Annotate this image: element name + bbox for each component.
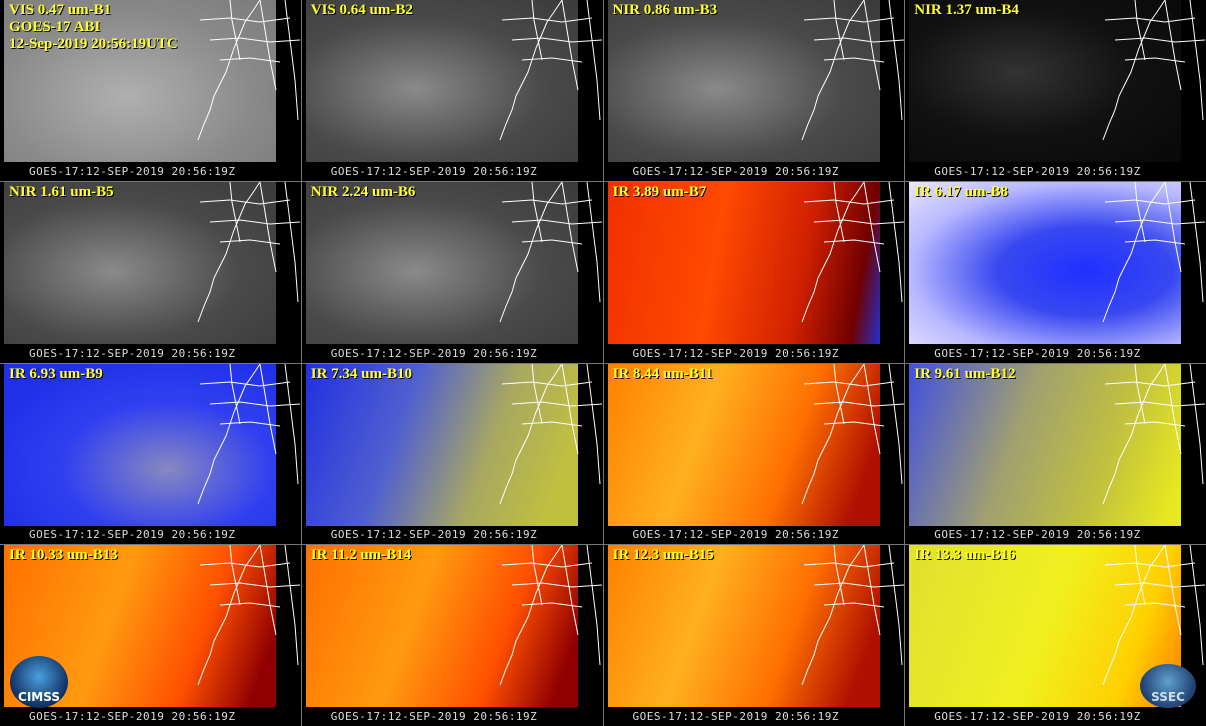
coastline-overlay xyxy=(1102,181,1206,322)
coastline-overlay xyxy=(1102,545,1206,686)
coastline-overlay xyxy=(801,545,904,686)
band-label: IR 12.3 um-B15 xyxy=(613,547,714,564)
ssec-logo: SSEC xyxy=(1140,664,1196,708)
band-label: IR 6.93 um-B9 xyxy=(9,366,103,383)
band-name: NIR 1.61 um-B5 xyxy=(9,183,114,200)
coastline-overlay xyxy=(499,545,602,686)
coastline-overlay xyxy=(1102,0,1206,141)
coastline-overlay xyxy=(801,363,904,504)
band-label: IR 13.3 um-B16 xyxy=(914,547,1015,564)
panel-footer: GOES-17:12-SEP-2019 20:56:19Z xyxy=(29,528,236,542)
panel: VIS 0.64 um-B2 GOES-17:12-SEP-2019 20:56:… xyxy=(301,0,603,181)
coastline-overlay xyxy=(801,181,904,322)
panel: IR 12.3 um-B15 GOES-17:12-SEP-2019 20:56:… xyxy=(603,545,905,726)
band-label: NIR 1.37 um-B4 xyxy=(914,2,1019,19)
panel-footer: GOES-17:12-SEP-2019 20:56:19Z xyxy=(934,346,1141,360)
panel: IR 6.17 um-B8 GOES-17:12-SEP-2019 20:56:1… xyxy=(905,181,1206,363)
band-name: IR 11.2 um-B14 xyxy=(310,547,412,564)
band-label: IR 7.34 um-B10 xyxy=(311,366,412,383)
panel: IR 7.34 um-B10 GOES-17:12-SEP-2019 20:56:… xyxy=(301,363,603,545)
band-name: IR 8.44 um-B11 xyxy=(612,365,713,382)
panel-footer: GOES-17:12-SEP-2019 20:56:19Z xyxy=(330,710,538,723)
coastline-overlay xyxy=(499,181,602,322)
band-name: IR 6.93 um-B9 xyxy=(9,365,103,382)
band-name: IR 6.17 um-B8 xyxy=(914,183,1009,200)
panel-footer: GOES-17:12-SEP-2019 20:56:19Z xyxy=(934,710,1141,723)
satellite-image xyxy=(305,0,578,162)
satellite-image xyxy=(305,545,578,708)
band-name: NIR 2.24 um-B6 xyxy=(310,183,416,200)
coastline-overlay xyxy=(197,545,301,686)
satellite-image xyxy=(4,0,276,162)
panel-footer: GOES-17:12-SEP-2019 20:56:19Z xyxy=(632,346,840,360)
band-name: VIS 0.47 um-B1 xyxy=(9,2,112,18)
panel-footer: GOES-17:12-SEP-2019 20:56:19Z xyxy=(29,346,236,360)
band-label: NIR 0.86 um-B3 xyxy=(613,2,718,19)
band-label: NIR 1.61 um-B5 xyxy=(9,184,114,201)
band-label: IR 3.89 um-B7 xyxy=(613,184,707,201)
panel-footer: GOES-17:12-SEP-2019 20:56:19Z xyxy=(632,710,840,723)
satellite-image xyxy=(607,363,880,526)
band-label: IR 10.33 um-B13 xyxy=(9,547,118,564)
panel: IR 3.89 um-B7 GOES-17:12-SEP-2019 20:56:1… xyxy=(603,181,905,363)
satellite-image xyxy=(607,0,880,162)
coastline-overlay xyxy=(801,0,904,141)
band-name: IR 12.3 um-B15 xyxy=(612,547,714,564)
panel-footer: GOES-17:12-SEP-2019 20:56:19Z xyxy=(632,528,840,542)
image-timestamp: 12-Sep-2019 20:56:19UTC xyxy=(9,36,178,52)
panel: NIR 0.86 um-B3 GOES-17:12-SEP-2019 20:56:… xyxy=(603,0,905,181)
panel-footer: GOES-17:12-SEP-2019 20:56:19Z xyxy=(330,164,538,178)
coastline-overlay xyxy=(499,363,602,504)
band-name: IR 9.61 um-B12 xyxy=(914,365,1016,382)
satellite-image xyxy=(305,181,578,344)
band-name: VIS 0.64 um-B2 xyxy=(310,2,413,18)
coastline-overlay xyxy=(1102,363,1206,504)
band-label: IR 6.17 um-B8 xyxy=(914,184,1008,201)
coastline-overlay xyxy=(197,363,301,504)
cimss-logo: CIMSS xyxy=(10,656,68,708)
satellite-image xyxy=(607,181,880,344)
panel: NIR 2.24 um-B6 GOES-17:12-SEP-2019 20:56:… xyxy=(301,181,603,363)
coastline-overlay xyxy=(197,181,301,322)
band-name: IR 3.89 um-B7 xyxy=(612,183,707,200)
band-name: IR 13.3 um-B16 xyxy=(914,547,1016,564)
panel-footer: GOES-17:12-SEP-2019 20:56:19Z xyxy=(29,164,236,178)
coastline-overlay xyxy=(197,0,301,141)
satellite-image xyxy=(607,545,880,708)
satellite-image xyxy=(909,181,1182,344)
panel: NIR 1.61 um-B5 GOES-17:12-SEP-2019 20:56:… xyxy=(0,181,301,363)
panel-footer: GOES-17:12-SEP-2019 20:56:19Z xyxy=(330,346,538,360)
satellite-image xyxy=(909,545,1182,708)
panel-footer: GOES-17:12-SEP-2019 20:56:19Z xyxy=(934,164,1141,178)
band-label: IR 9.61 um-B12 xyxy=(914,366,1015,383)
panel: IR 9.61 um-B12 GOES-17:12-SEP-2019 20:56:… xyxy=(905,363,1206,545)
panel: IR 6.93 um-B9 GOES-17:12-SEP-2019 20:56:1… xyxy=(0,363,301,545)
band-label: NIR 2.24 um-B6 xyxy=(311,184,416,201)
band-label: IR 8.44 um-B11 xyxy=(613,366,713,383)
band-label: VIS 0.47 um-B1 GOES-17 ABI 12-Sep-2019 20:… xyxy=(9,2,178,53)
panel-footer: GOES-17:12-SEP-2019 20:56:19Z xyxy=(632,164,840,178)
satellite-image xyxy=(305,363,578,526)
band-label: IR 11.2 um-B14 xyxy=(311,547,411,564)
satellite-image xyxy=(4,363,276,526)
satellite-image xyxy=(4,181,276,344)
panel-footer: GOES-17:12-SEP-2019 20:56:19Z xyxy=(934,528,1141,542)
band-name: NIR 1.37 um-B4 xyxy=(914,2,1019,18)
band-name: NIR 0.86 um-B3 xyxy=(612,2,718,18)
panel: IR 8.44 um-B11 GOES-17:12-SEP-2019 20:56:… xyxy=(603,363,905,545)
panel-footer: GOES-17:12-SEP-2019 20:56:19Z xyxy=(330,528,538,542)
band-name: IR 7.34 um-B10 xyxy=(310,365,413,382)
satellite-name: GOES-17 ABI xyxy=(9,19,101,35)
satellite-image xyxy=(909,363,1182,526)
coastline-overlay xyxy=(499,0,602,141)
panel: IR 11.2 um-B14 GOES-17:12-SEP-2019 20:56:… xyxy=(301,545,603,726)
panel: IR 10.33 um-B13 GOES-17:12-SEP-2019 20:56… xyxy=(0,545,301,726)
panel: VIS 0.47 um-B1 GOES-17 ABI 12-Sep-2019 20:… xyxy=(0,0,301,181)
band-label: VIS 0.64 um-B2 xyxy=(311,2,413,19)
band-name: IR 10.33 um-B13 xyxy=(9,547,118,564)
satellite-image xyxy=(909,0,1182,162)
panel: NIR 1.37 um-B4 GOES-17:12-SEP-2019 20:56:… xyxy=(905,0,1206,181)
panel-footer: GOES-17:12-SEP-2019 20:56:19Z xyxy=(29,710,236,723)
